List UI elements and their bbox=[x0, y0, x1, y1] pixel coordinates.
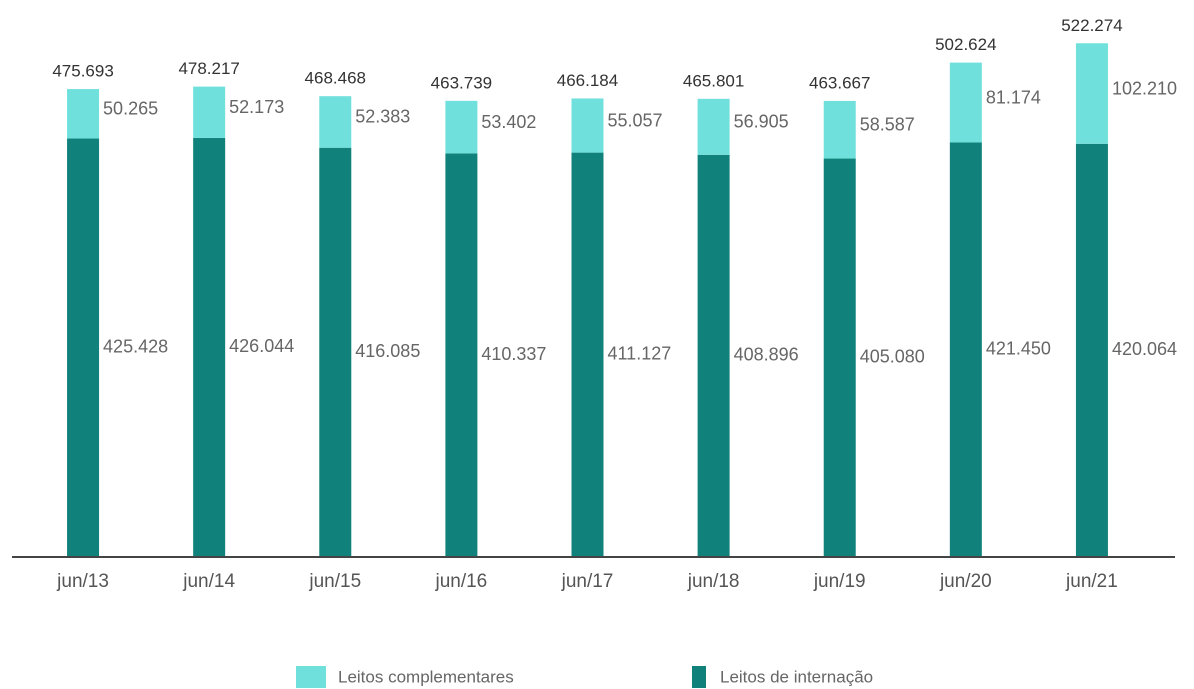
data-label: 411.127 bbox=[608, 344, 672, 364]
data-label: 56.905 bbox=[734, 112, 789, 132]
data-label: 408.896 bbox=[734, 345, 799, 365]
total-label: 468.468 bbox=[305, 69, 366, 88]
bar-segment bbox=[1075, 143, 1108, 558]
bar-segment bbox=[1075, 43, 1108, 144]
data-label: 421.450 bbox=[986, 338, 1051, 358]
total-label: 522.274 bbox=[1061, 16, 1122, 35]
total-label: 463.667 bbox=[809, 73, 870, 92]
bar-segment bbox=[823, 100, 856, 159]
x-tick-label: jun/20 bbox=[939, 571, 992, 592]
data-label: 58.587 bbox=[860, 114, 915, 134]
data-label: 81.174 bbox=[986, 87, 1041, 107]
bar-segment bbox=[445, 100, 478, 154]
legend-swatch bbox=[692, 666, 706, 688]
x-tick-label: jun/16 bbox=[434, 571, 487, 592]
bar-segment bbox=[193, 86, 226, 138]
bar-segment bbox=[445, 153, 478, 557]
bar-segment bbox=[697, 98, 730, 155]
x-tick-label: jun/14 bbox=[182, 571, 235, 592]
data-label: 425.428 bbox=[103, 337, 168, 357]
total-label: 478.217 bbox=[178, 59, 239, 78]
bar-segment bbox=[319, 147, 352, 557]
bar-segment bbox=[949, 62, 982, 143]
bar-segment bbox=[571, 152, 604, 558]
data-label: 50.265 bbox=[103, 99, 158, 119]
x-tick-label: jun/17 bbox=[561, 571, 614, 592]
total-label: 502.624 bbox=[935, 35, 996, 54]
data-label: 405.080 bbox=[860, 347, 925, 367]
x-tick-label: jun/18 bbox=[687, 571, 740, 592]
x-tick-label: jun/15 bbox=[308, 571, 361, 592]
x-tick-label: jun/21 bbox=[1065, 571, 1118, 592]
legend-label: Leitos complementares bbox=[338, 667, 514, 686]
data-label: 53.402 bbox=[481, 112, 536, 132]
bar-segment bbox=[823, 158, 856, 557]
bar-segment bbox=[571, 98, 604, 153]
total-label: 475.693 bbox=[52, 62, 113, 81]
total-label: 466.184 bbox=[557, 71, 618, 90]
bar-segment bbox=[319, 96, 352, 148]
x-tick-label: jun/13 bbox=[56, 571, 109, 592]
bar-segment bbox=[697, 154, 730, 557]
total-label: 463.739 bbox=[431, 73, 492, 92]
bar-segment bbox=[949, 142, 982, 557]
bar-segment bbox=[67, 89, 100, 139]
legend-label: Leitos de internação bbox=[720, 667, 873, 686]
data-label: 426.044 bbox=[229, 336, 294, 356]
data-label: 52.173 bbox=[229, 97, 284, 117]
total-label: 465.801 bbox=[683, 71, 744, 90]
data-label: 410.337 bbox=[481, 344, 546, 364]
data-label: 420.064 bbox=[1112, 339, 1177, 359]
legend-swatch bbox=[296, 666, 326, 688]
x-tick-label: jun/19 bbox=[813, 571, 866, 592]
bar-segment bbox=[193, 137, 226, 558]
data-label: 55.057 bbox=[608, 110, 663, 130]
data-label: 52.383 bbox=[355, 107, 410, 127]
data-label: 416.085 bbox=[355, 341, 420, 361]
data-label: 102.210 bbox=[1112, 78, 1177, 98]
bar-segment bbox=[67, 138, 100, 557]
